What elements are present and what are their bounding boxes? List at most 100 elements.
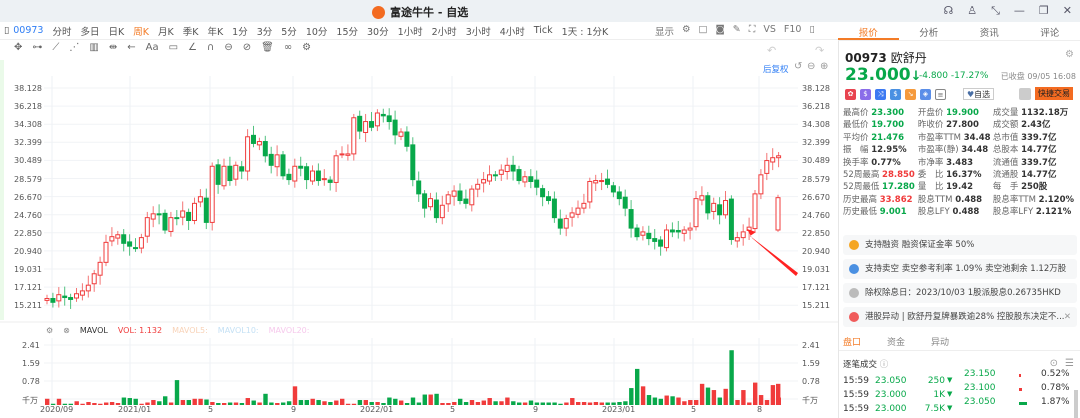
hk-flag-icon[interactable]: ✿ (845, 89, 856, 100)
pencil-icon[interactable]: ✎ (732, 24, 741, 35)
move-icon[interactable]: ✥ (14, 42, 23, 53)
volume-close-icon[interactable]: ⊗ (63, 326, 70, 335)
lock-icon[interactable]: ⊖ (224, 42, 233, 53)
period-tab[interactable]: 2小时 (431, 26, 457, 38)
quick-trade-button[interactable]: 快捷交易 (1035, 87, 1073, 100)
arrow-tool-icon[interactable]: ← (127, 42, 136, 53)
zoom-in-icon[interactable]: ⊕ (820, 61, 829, 72)
display-dropdown[interactable]: 显示 (655, 27, 675, 38)
shirt-icon[interactable]: ♙ (967, 4, 978, 17)
period-tab[interactable]: 3分 (256, 26, 273, 38)
period-tab[interactable]: 5分 (281, 26, 297, 38)
info-card[interactable]: 港股异动 | 欧舒丹复牌暴跌逾28% 控股股东决定不... ✕ (843, 307, 1077, 327)
sub-tab[interactable]: 盘口 (843, 338, 862, 348)
info-card[interactable]: 除权除息日：2023/10/03 1股派股息0.26735HKD (843, 283, 1077, 303)
sidebar-toggle-icon[interactable]: ▯ (809, 24, 815, 35)
fund-icon[interactable]: $ (860, 89, 871, 100)
period-tab[interactable]: 月K (157, 26, 174, 38)
text-tool-icon[interactable]: Aa (145, 42, 159, 53)
volume-bar (422, 394, 427, 405)
close-card-icon[interactable]: ✕ (1063, 312, 1071, 322)
zoom-out-icon[interactable]: ⊖ (807, 61, 816, 72)
redo-icon[interactable]: ↷ (815, 44, 825, 57)
comment-tool-icon[interactable]: ▭ (168, 42, 179, 53)
hide-icon[interactable]: ⊘ (242, 42, 252, 53)
change-value: -4.800 (919, 71, 949, 81)
volume-settings-icon[interactable]: ⚙ (46, 326, 54, 335)
bell-icon[interactable] (1019, 88, 1031, 100)
shape-dropdown-icon[interactable]: □ (698, 24, 708, 35)
camera-icon[interactable]: ◙ (715, 24, 725, 35)
chart-settings-icon[interactable]: ⚙ (302, 42, 312, 53)
shrink-icon[interactable]: ⤡ (991, 4, 1000, 17)
sub-tab[interactable]: 资金 (887, 338, 906, 348)
right-tab[interactable]: 资讯 (979, 28, 999, 39)
tag-icon[interactable]: ◈ (920, 89, 931, 100)
panel-toggle-icon[interactable]: ▯ (4, 25, 10, 36)
minimize-icon[interactable]: — (1013, 4, 1025, 17)
right-tab[interactable]: 评论 (1040, 28, 1060, 39)
measure-tool-icon[interactable]: ⇹ (108, 42, 118, 53)
restore-icon[interactable]: ❐ (1038, 4, 1049, 17)
period-tab[interactable]: 分时 (52, 26, 72, 38)
period-tab[interactable]: Tick (533, 25, 553, 36)
list-icon[interactable]: ☰ (1065, 358, 1074, 369)
undo-icon[interactable]: ↶ (767, 44, 777, 57)
period-tab[interactable]: 季K (182, 26, 199, 38)
watchlist-button[interactable]: ♥自选 (963, 88, 995, 100)
period-tab[interactable]: 1分 (232, 26, 248, 38)
line-tool-icon[interactable]: ⊶ (32, 42, 43, 53)
period-tab[interactable]: 1小时 (397, 26, 423, 38)
note-icon[interactable]: ≡ (935, 89, 946, 100)
link-icon[interactable]: ∞ (283, 42, 293, 53)
candle (103, 241, 109, 263)
volume-bar (629, 388, 634, 405)
volume-bar (98, 403, 103, 405)
right-tab[interactable]: 报价 (838, 22, 899, 40)
period-tab[interactable]: 10分 (305, 26, 328, 38)
trend-icon[interactable]: ↘ (905, 89, 916, 100)
shuffle-icon[interactable]: ⤨ (875, 89, 886, 100)
fib-tool-icon[interactable]: ▥ (89, 42, 99, 53)
angle-tool-icon[interactable]: ∠ (188, 42, 198, 53)
scrollbar[interactable] (1074, 390, 1078, 418)
sub-tab[interactable]: 异动 (931, 338, 950, 348)
period-tab[interactable]: 年K (207, 26, 224, 38)
period-tab[interactable]: 1天 : 1分K (561, 26, 609, 38)
period-tab[interactable]: 多日 (80, 26, 100, 38)
stat-value: 33.862 (879, 194, 913, 205)
polyline-tool-icon[interactable]: ⟋ (52, 42, 60, 53)
volume-bar (328, 402, 333, 405)
candle (610, 185, 616, 193)
info-card[interactable]: 支持融资 融资保证金率 50% (843, 235, 1077, 255)
period-tab[interactable]: 日K (108, 26, 125, 38)
right-tab[interactable]: 分析 (919, 28, 939, 39)
period-tab[interactable]: 周K (133, 26, 149, 38)
magnet-icon[interactable]: ∩ (207, 42, 215, 53)
kline-chart[interactable] (0, 0, 838, 418)
period-tab[interactable]: 15分 (336, 26, 358, 38)
stat-label: 最高价 (843, 108, 869, 118)
trash-icon[interactable]: 🗑 (261, 42, 274, 53)
adjust-button[interactable]: 后复权 (763, 65, 789, 75)
fullscreen-icon[interactable]: ⛶ (748, 24, 756, 35)
settings-icon[interactable]: ⚙ (682, 24, 691, 35)
candle (138, 237, 144, 249)
vs-button[interactable]: VS (763, 24, 776, 35)
stock-code[interactable]: 00973 (13, 25, 44, 36)
price-axis-label-left: 38.128 (14, 84, 42, 93)
close-icon[interactable]: ✕ (1062, 4, 1072, 17)
margin-icon[interactable]: $ (890, 89, 901, 100)
period-tab[interactable]: 30分 (367, 26, 389, 38)
info-card[interactable]: 支持卖空 卖空参考利率 1.09% 卖空池剩余 1.12万股 (843, 259, 1077, 279)
wave-tool-icon[interactable]: ⋰ (69, 42, 80, 53)
quote-settings-icon[interactable]: ⚙ (1065, 49, 1074, 60)
headset-icon[interactable]: ☊ (943, 4, 954, 17)
more-icon[interactable]: ⊙ (1049, 358, 1058, 369)
period-tab[interactable]: 4小时 (499, 26, 525, 38)
f10-button[interactable]: F10 (783, 24, 802, 35)
info-icon[interactable]: ⓘ (879, 360, 889, 370)
reset-icon[interactable]: ↺ (794, 61, 803, 72)
period-tab[interactable]: 3小时 (465, 26, 491, 38)
mavol-name[interactable]: MAVOL (79, 326, 108, 335)
